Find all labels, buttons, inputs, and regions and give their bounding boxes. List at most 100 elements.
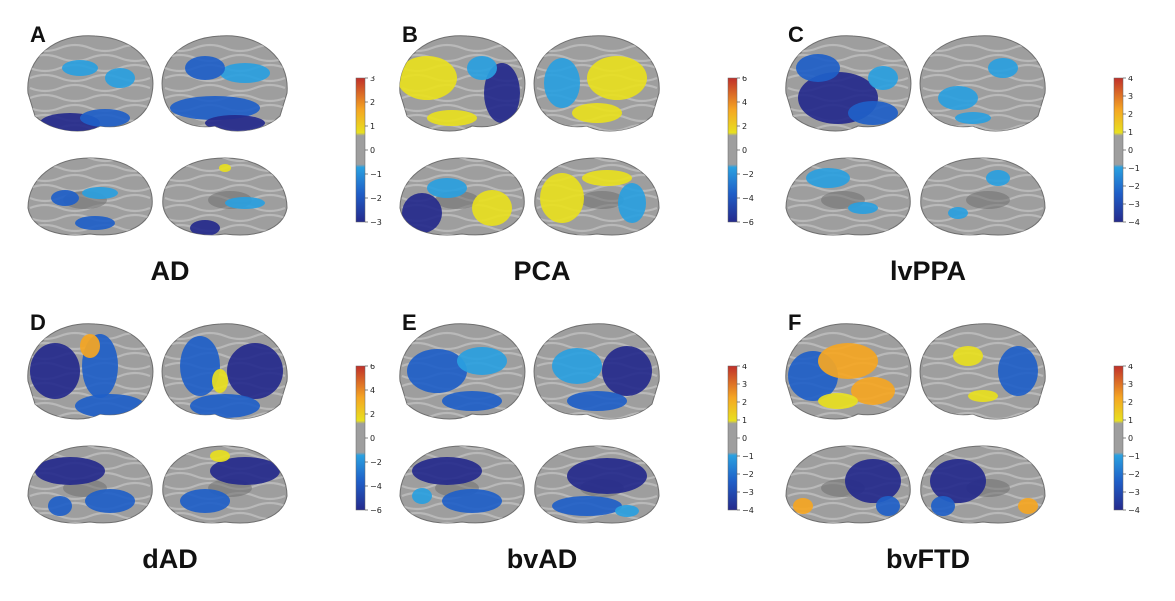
- activation-cluster: [930, 459, 986, 503]
- activation-cluster: [818, 343, 878, 379]
- medial-view-left: [785, 445, 911, 524]
- colorbar-tick-label: 2: [1128, 110, 1133, 119]
- medial-view-left: [785, 157, 911, 236]
- activation-cluster: [567, 458, 647, 494]
- colorbar-tick-label: 0: [1128, 146, 1133, 155]
- activation-cluster: [30, 343, 80, 399]
- colorbar: 4 3 2 1 0 −1 −2 −3 −4: [727, 364, 754, 514]
- colorbar-gradient: [1113, 77, 1124, 223]
- activation-cluster: [402, 193, 442, 233]
- panel-title: bvAD: [506, 544, 578, 574]
- medial-view-right: [534, 157, 660, 236]
- colorbar-tick-label: −4: [370, 482, 382, 491]
- activation-cluster: [210, 457, 280, 485]
- panel-letter: A: [30, 22, 46, 47]
- activation-cluster: [582, 170, 632, 186]
- medial-view-left: [27, 445, 153, 524]
- lateral-view-right: [161, 35, 288, 132]
- activation-cluster: [796, 54, 840, 82]
- panel-title: bvFTD: [886, 544, 970, 574]
- colorbar-tick-label: −3: [742, 488, 754, 497]
- activation-cluster: [82, 187, 118, 199]
- activation-cluster: [848, 202, 878, 214]
- colorbar-tick-label: 1: [742, 416, 747, 425]
- activation-cluster: [442, 391, 502, 411]
- colorbar-tick-label: 2: [370, 98, 375, 107]
- colorbar-tick-label: −6: [370, 506, 382, 514]
- activation-cluster: [484, 63, 520, 123]
- colorbar-tick-label: 3: [742, 380, 747, 389]
- activation-cluster: [212, 369, 228, 393]
- colorbar-tick-label: −2: [370, 458, 382, 467]
- colorbar-gradient: [727, 365, 738, 511]
- medial-view-right: [920, 157, 1046, 236]
- colorbar-tick-label: −2: [1128, 182, 1140, 191]
- colorbar-tick-label: 1: [1128, 128, 1133, 137]
- activation-cluster: [35, 457, 105, 485]
- activation-cluster: [219, 164, 231, 172]
- activation-cluster: [552, 496, 622, 516]
- lateral-view-right: [919, 323, 1046, 420]
- activation-cluster: [968, 390, 998, 402]
- medial-view-left: [27, 157, 153, 236]
- medial-view-right: [162, 157, 288, 236]
- panel-letter: B: [402, 22, 418, 47]
- brain-views: [27, 323, 288, 524]
- panel-c: C 4 3 2 1 0 −1 −2 −3 −4 lvPPA: [778, 18, 1158, 313]
- colorbar: 4 3 2 1 0 −1 −2 −3 −4: [1113, 364, 1140, 514]
- activation-cluster: [587, 56, 647, 100]
- lateral-view-right: [161, 323, 288, 420]
- panel-title: dAD: [142, 544, 198, 574]
- lateral-view-left: [785, 323, 912, 420]
- panel-letter: C: [788, 22, 804, 47]
- colorbar-tick-label: −2: [742, 170, 754, 179]
- activation-cluster: [210, 450, 230, 462]
- colorbar-tick-label: −3: [1128, 488, 1140, 497]
- activation-cluster: [876, 496, 900, 516]
- medial-view-left: [399, 157, 525, 236]
- colorbar-tick-label: −4: [742, 194, 754, 203]
- activation-cluster: [552, 348, 602, 384]
- activation-cluster: [948, 207, 968, 219]
- colorbar-tick-label: 4: [742, 98, 747, 107]
- lateral-view-left: [399, 35, 526, 132]
- panel-letter: D: [30, 310, 46, 335]
- activation-cluster: [62, 60, 98, 76]
- colorbar-tick-label: 3: [1128, 92, 1133, 101]
- activation-cluster: [851, 377, 895, 405]
- colorbar-tick-label: 4: [742, 364, 747, 371]
- activation-cluster: [48, 496, 72, 516]
- colorbar-tick-label: 2: [742, 122, 747, 131]
- colorbar-tick-label: −1: [370, 170, 382, 179]
- colorbar-tick-label: 2: [1128, 398, 1133, 407]
- colorbar-tick-label: 0: [370, 146, 375, 155]
- activation-cluster: [544, 58, 580, 108]
- activation-cluster: [931, 496, 955, 516]
- activation-cluster: [868, 66, 898, 90]
- panel-title: lvPPA: [889, 256, 967, 286]
- lateral-view-left: [399, 323, 526, 420]
- activation-cluster: [457, 347, 507, 375]
- colorbar-tick-label: −3: [1128, 200, 1140, 209]
- lateral-view-right: [533, 323, 660, 420]
- colorbar-tick-label: 4: [370, 386, 375, 395]
- colorbar-tick-label: 1: [1128, 416, 1133, 425]
- colorbar: 3 2 1 0 −1 −2 −3: [355, 76, 382, 226]
- panel-e: E 4 3 2 1 0 −1 −2 −3 −4 bvAD: [392, 306, 772, 601]
- panel-a: A 3 2 1 0 −1 −2 −3 AD: [20, 18, 400, 313]
- colorbar: 6 4 2 0 −2 −4 −6: [727, 76, 754, 226]
- activation-cluster: [205, 115, 265, 131]
- lateral-view-left: [785, 35, 912, 132]
- activation-cluster: [998, 346, 1038, 396]
- activation-cluster: [953, 346, 983, 366]
- activation-cluster: [818, 393, 858, 409]
- colorbar-tick-label: −4: [1128, 218, 1140, 226]
- colorbar-tick-label: −1: [742, 452, 754, 461]
- activation-cluster: [180, 489, 230, 513]
- medial-view-right: [162, 445, 288, 524]
- activation-cluster: [190, 220, 220, 235]
- activation-cluster: [793, 498, 813, 514]
- colorbar-tick-label: 6: [742, 76, 747, 83]
- activation-cluster: [225, 197, 265, 209]
- activation-cluster: [427, 110, 477, 126]
